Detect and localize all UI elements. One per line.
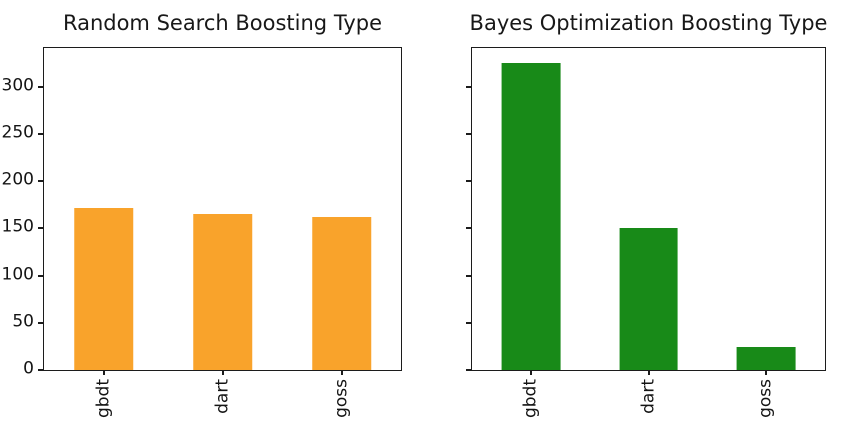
y-tick-mark (38, 85, 44, 88)
y-tick-mark (466, 369, 472, 371)
y-tick-mark (466, 274, 472, 277)
x-tick-mark (221, 370, 224, 375)
x-tick-label-text: dart (212, 379, 232, 414)
y-tick-mark (38, 133, 44, 136)
y-tick-mark (466, 85, 472, 88)
y-tick-mark (466, 321, 472, 324)
bar-dart (192, 214, 253, 370)
x-tick-mark (647, 370, 650, 375)
x-tick-mark (529, 370, 532, 375)
x-tick-mark (340, 370, 343, 375)
plot-area-random-search: 0 50 100 150 200 250 300 gbdt dart goss (2, 47, 402, 418)
y-tick-label: 0 (23, 358, 34, 379)
y-tick-mark (466, 133, 472, 136)
x-tick-label: goss (331, 379, 351, 418)
y-tick-mark (38, 227, 44, 230)
x-tick-label: gbdt (520, 379, 541, 419)
bar-goss (311, 217, 372, 370)
x-tick-label-text: goss (755, 379, 776, 418)
x-tick-label-text: gbdt (93, 379, 113, 419)
bar-gbdt (73, 207, 134, 370)
bar-gbdt (501, 63, 561, 370)
x-tick-label: dart (212, 379, 232, 414)
y-tick-label: 300 (1, 75, 34, 96)
y-tick-mark (466, 180, 472, 183)
bar-goss (736, 347, 796, 370)
y-tick-label: 150 (1, 216, 34, 237)
chart-title-bayes-optimization: Bayes Optimization Boosting Type (469, 11, 828, 35)
bar-dart (619, 228, 678, 370)
y-tick-mark (38, 369, 44, 371)
x-tick-label: dart (638, 379, 658, 414)
x-tick-mark (765, 370, 768, 375)
x-tick-label-text: gbdt (520, 379, 541, 419)
x-tick-label: goss (755, 379, 776, 418)
y-tick-mark (38, 321, 44, 324)
y-tick-label: 50 (12, 311, 34, 332)
subplot-random-search: Random Search Boosting Type 0 50 100 150 200… (2, 0, 402, 447)
y-tick-label: 200 (1, 169, 34, 190)
x-tick-label-text: goss (331, 379, 351, 418)
x-tick-label: gbdt (93, 379, 113, 419)
y-tick-label: 250 (1, 122, 34, 143)
y-tick-mark (38, 180, 44, 183)
x-tick-label-text: dart (638, 379, 658, 414)
y-tick-label: 100 (1, 263, 34, 284)
y-tick-mark (466, 227, 472, 230)
y-tick-mark (38, 274, 44, 277)
chart-title-random-search: Random Search Boosting Type (62, 11, 383, 35)
x-tick-mark (102, 370, 105, 375)
plot-area-bayes-optimization: gbdt dart goss (466, 47, 826, 418)
subplot-bayes-optimization: Bayes Optimization Boosting Type gbdt dar… (466, 0, 828, 447)
